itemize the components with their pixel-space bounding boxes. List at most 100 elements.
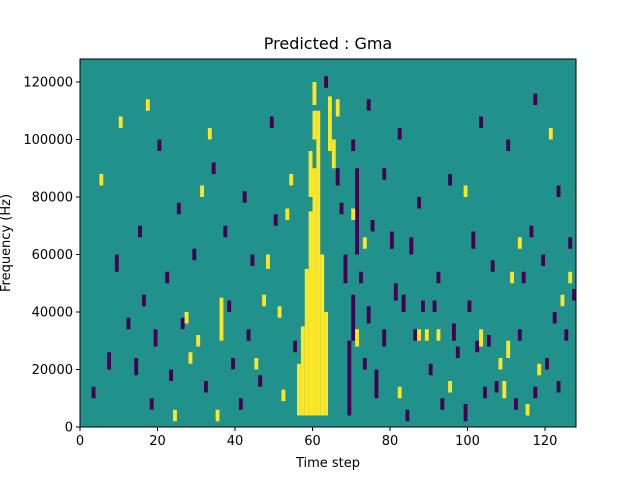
heatmap-cell-low — [149, 398, 154, 410]
heatmap-cell-low — [390, 231, 394, 249]
y-axis-label: Frequency (Hz) — [0, 194, 14, 292]
heatmap-cell-low — [293, 340, 297, 353]
y-tick-label: 60000 — [32, 248, 73, 263]
x-axis-label: Time step — [295, 456, 360, 471]
heatmap-cell-low — [517, 329, 522, 341]
y-tick-label: 0 — [65, 421, 73, 436]
x-tick-label: 100 — [455, 434, 480, 449]
heatmap-cell-high — [463, 185, 468, 197]
heatmap-cell-high — [173, 409, 177, 422]
heatmap-cell-low — [192, 248, 197, 261]
x-tick-label: 120 — [533, 434, 558, 449]
heatmap-cell-low — [393, 283, 398, 301]
heatmap-cell-low — [436, 271, 441, 284]
heatmap-cell-low — [417, 197, 421, 209]
y-tick-label: 80000 — [32, 191, 73, 206]
heatmap-cell-high — [324, 312, 328, 416]
x-tick-label: 40 — [227, 434, 244, 449]
heatmap-cell-high — [219, 297, 224, 341]
heatmap-cell-low — [359, 271, 363, 284]
heatmap-cell-low — [440, 398, 445, 410]
heatmap-cell-low — [114, 254, 119, 272]
heatmap-cell-low — [374, 369, 379, 399]
heatmap-cell-low — [246, 329, 251, 341]
heatmap-cell-low — [169, 369, 173, 381]
heatmap-cell-high — [312, 110, 317, 140]
heatmap-cell-low — [231, 358, 235, 370]
heatmap-cell-high — [560, 294, 565, 307]
heatmap-cell-high — [335, 99, 340, 117]
y-tick-label: 100000 — [23, 133, 73, 148]
heatmap-cell-low — [269, 116, 274, 128]
heatmap-cell-low — [250, 254, 255, 266]
heatmap-cell-low — [273, 214, 278, 226]
heatmap-cell-low — [452, 323, 456, 341]
heatmap-cell-high — [502, 381, 507, 399]
heatmap-cell-high — [145, 99, 150, 111]
heatmap-cell-low — [486, 335, 491, 347]
heatmap-cell-low — [343, 254, 348, 284]
y-tick-label: 120000 — [23, 76, 73, 91]
heatmap-cell-high — [308, 151, 313, 197]
heatmap-cell-high — [277, 306, 282, 318]
heatmap-cell-low — [448, 174, 452, 186]
x-tick-label: 80 — [382, 434, 399, 449]
heatmap-cell-low — [355, 168, 359, 255]
heatmap-cell-low — [382, 329, 387, 347]
heatmap-cell-high — [362, 237, 367, 249]
heatmap-cell-high — [448, 381, 452, 393]
heatmap-cell-low — [335, 168, 340, 186]
heatmap-cell-high — [207, 128, 212, 140]
heatmap-cell-low — [382, 168, 387, 180]
x-axis: 0 20 40 60 80 100 120 — [76, 427, 558, 449]
heatmap-cell-low — [494, 381, 499, 393]
heatmap-cell-high — [188, 352, 193, 364]
heatmap-cell-low — [176, 202, 181, 215]
heatmap-cell-low — [405, 409, 410, 422]
heatmap-cell-high — [498, 358, 503, 370]
heatmap-cell-low — [126, 317, 131, 330]
heatmap-cell-low — [227, 300, 232, 312]
heatmap-cell-low — [432, 300, 437, 312]
heatmap-cell-low — [370, 220, 375, 232]
heatmap-cell-high — [312, 82, 317, 105]
heatmap-cell-low — [107, 352, 111, 370]
heatmap-cell-high — [254, 358, 259, 370]
heatmap-cell-high — [184, 312, 189, 324]
heatmap-cell-high — [510, 271, 514, 284]
y-tick-label: 20000 — [32, 363, 73, 378]
heatmap-cell-high — [320, 254, 325, 416]
heatmap-cell-low — [366, 99, 371, 111]
heatmap-cell-high — [266, 254, 270, 269]
heatmap-cell-high — [537, 363, 542, 376]
heatmap-cell-low — [157, 139, 162, 151]
heatmap-cell-low — [568, 237, 573, 249]
heatmap-cell-low — [545, 358, 549, 370]
heatmap-cell-high — [285, 208, 290, 220]
heatmap-cell-low — [471, 231, 476, 249]
heatmap-cell-high — [297, 363, 301, 416]
heatmap-cell-low — [366, 306, 371, 324]
heatmap-cell-low — [483, 386, 487, 399]
heatmap-cell-low — [413, 329, 418, 341]
heatmap-cell-low — [211, 162, 216, 174]
heatmap-cell-low — [533, 386, 538, 399]
heatmap-cell-low — [180, 317, 185, 330]
y-tick-label: 40000 — [32, 306, 73, 321]
heatmap-cell-low — [552, 312, 557, 324]
heatmap-cell-low — [490, 260, 495, 272]
heatmap-cell-low — [91, 386, 96, 399]
heatmap-cell-high — [525, 404, 530, 416]
heatmap-cell-low — [204, 381, 208, 393]
plot-frame — [79, 58, 577, 428]
heatmap-cell-low — [165, 271, 170, 284]
heatmap-cell-low — [138, 225, 142, 238]
heatmap-cell-high — [517, 237, 522, 249]
heatmap-cell-low — [467, 300, 472, 312]
heatmap-cell-low — [409, 237, 414, 255]
heatmap-cell-high — [548, 128, 553, 140]
heatmap-cell-low — [142, 294, 146, 307]
heatmap-cell-low — [533, 93, 538, 105]
heatmap-cell-low — [463, 404, 468, 422]
